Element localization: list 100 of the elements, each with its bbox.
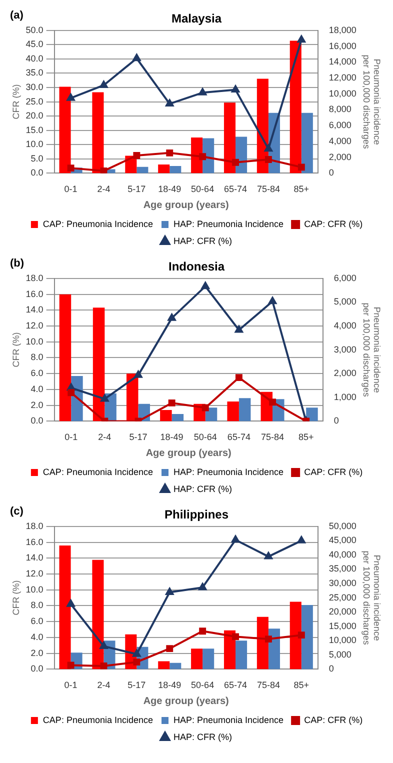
y-tick-label: 2.0 bbox=[30, 400, 44, 410]
point bbox=[132, 650, 141, 657]
y-tick-label: 8.0 bbox=[30, 600, 44, 610]
bar bbox=[205, 408, 218, 422]
y2-tick-label: 15,000 bbox=[328, 620, 356, 631]
x-tick-label: 50-64 bbox=[194, 432, 217, 442]
y-tick-label: 10.0 bbox=[26, 139, 44, 150]
y-tick-label: 5.0 bbox=[30, 153, 44, 164]
point bbox=[134, 370, 142, 378]
point bbox=[232, 633, 239, 640]
legend-label: CAP: CFR (%) bbox=[304, 218, 363, 229]
y-tick-label: 16.0 bbox=[26, 536, 44, 547]
y-tick-label: 12.0 bbox=[26, 320, 44, 330]
y2-tick-label: 5,000 bbox=[328, 649, 352, 660]
bar bbox=[170, 662, 182, 670]
point bbox=[166, 588, 174, 595]
y-tick-label: 10.0 bbox=[26, 336, 44, 346]
bar bbox=[202, 648, 214, 670]
y-tick-label: 6.0 bbox=[30, 616, 44, 626]
y2-tick-label: 50,000 bbox=[328, 520, 356, 531]
bar bbox=[256, 616, 268, 670]
x-tick-label: 50-64 bbox=[191, 184, 214, 194]
point bbox=[202, 404, 209, 412]
point bbox=[133, 152, 140, 159]
point bbox=[201, 282, 210, 290]
y-tick-label: 16.0 bbox=[26, 288, 44, 299]
x-axis-title: Age group (years) bbox=[146, 448, 232, 459]
x-tick-label: 75-84 bbox=[256, 680, 280, 690]
legend-label: HAP: CFR (%) bbox=[174, 732, 232, 742]
x-axis-title: Age group (years) bbox=[143, 696, 229, 707]
point bbox=[231, 85, 240, 93]
bar bbox=[290, 40, 302, 174]
x-tick-label: 5-17 bbox=[128, 680, 146, 690]
y2-tick-label: 16,000 bbox=[328, 40, 356, 51]
y2-tick-label: 14,000 bbox=[328, 56, 356, 67]
bar bbox=[306, 408, 318, 422]
x-tick-label: 85+ bbox=[294, 184, 310, 194]
y2-tick-label: 30,000 bbox=[328, 578, 356, 588]
x-tick-label: 0-1 bbox=[64, 184, 78, 194]
y-axis-title: CFR (%) bbox=[10, 332, 21, 368]
point bbox=[199, 153, 206, 160]
y-axis-title: CFR (%) bbox=[10, 84, 21, 120]
point bbox=[100, 394, 109, 402]
legend-label: HAP: Pneumonia Incidence bbox=[174, 466, 284, 477]
y-tick-label: 0.0 bbox=[30, 168, 44, 178]
y2-tick-label: 3,000 bbox=[334, 344, 356, 354]
y-tick-label: 14.0 bbox=[26, 552, 44, 563]
bar bbox=[59, 546, 71, 670]
y-tick-label: 50.0 bbox=[26, 24, 44, 35]
point bbox=[68, 389, 75, 396]
x-tick-label: 85+ bbox=[294, 680, 310, 690]
y2-tick-label: 1,000 bbox=[334, 392, 356, 402]
legend-label: HAP: Pneumonia Incidence bbox=[174, 714, 284, 725]
y-tick-label: 12.0 bbox=[26, 568, 44, 578]
bar bbox=[160, 410, 172, 422]
y-tick-label: 0.0 bbox=[30, 416, 44, 426]
chart-title: Malaysia bbox=[171, 12, 222, 26]
legend-label: HAP: Pneumonia Incidence bbox=[174, 218, 284, 229]
point bbox=[235, 374, 242, 382]
bar bbox=[268, 628, 280, 670]
x-tick-label: 75-84 bbox=[261, 432, 284, 442]
point bbox=[198, 88, 207, 96]
point bbox=[264, 144, 272, 152]
y2-axis-title: Pneumonia incidence per 100,000 discharges bbox=[361, 302, 382, 398]
x-tick-label: 5-17 bbox=[129, 432, 148, 442]
bar bbox=[59, 86, 71, 174]
y-tick-label: 20.0 bbox=[26, 110, 44, 121]
point bbox=[198, 582, 207, 590]
point bbox=[133, 658, 140, 666]
y2-tick-label: 4,000 bbox=[328, 136, 352, 146]
y2-tick-label: 45,000 bbox=[328, 535, 356, 546]
y-tick-label: 8.0 bbox=[30, 352, 44, 362]
y2-tick-label: 18,000 bbox=[328, 24, 356, 35]
bar bbox=[301, 604, 313, 670]
y2-tick-label: 0 bbox=[334, 416, 339, 426]
y2-tick-label: 40,000 bbox=[328, 549, 356, 560]
point bbox=[297, 536, 306, 544]
y-tick-label: 14.0 bbox=[26, 304, 44, 315]
x-tick-label: 75-84 bbox=[256, 184, 280, 194]
y2-tick-label: 0 bbox=[328, 168, 334, 178]
point bbox=[67, 662, 74, 669]
legend-label: HAP: CFR (%) bbox=[174, 484, 232, 494]
x-tick-label: 2-4 bbox=[97, 680, 110, 690]
y-tick-label: 15.0 bbox=[26, 124, 44, 135]
y-tick-label: 2.0 bbox=[30, 648, 44, 658]
point bbox=[298, 164, 305, 171]
y-tick-label: 45.0 bbox=[26, 39, 44, 50]
point bbox=[232, 158, 239, 166]
bar bbox=[191, 648, 203, 670]
legend-label: CAP: CFR (%) bbox=[304, 466, 363, 477]
point bbox=[297, 35, 306, 43]
y-tick-label: 35.0 bbox=[26, 68, 44, 78]
point bbox=[100, 167, 108, 174]
text: (a) bbox=[10, 10, 24, 22]
x-tick-label: 0-1 bbox=[64, 432, 78, 442]
bar bbox=[92, 308, 105, 422]
y-tick-label: 18.0 bbox=[26, 272, 44, 283]
y2-axis-title: Pneumonia incidence per 100,000 discharges bbox=[361, 550, 382, 646]
y2-tick-label: 10,000 bbox=[328, 635, 356, 646]
y-tick-label: 10.0 bbox=[26, 584, 44, 594]
